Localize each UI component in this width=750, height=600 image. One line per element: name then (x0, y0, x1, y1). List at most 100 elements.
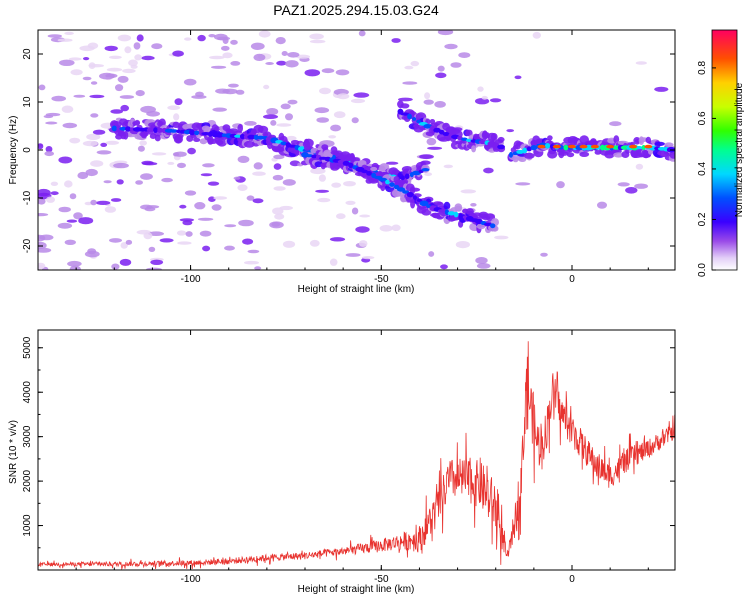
spectrogram-cell (148, 246, 156, 252)
spectrogram-cell (416, 198, 423, 202)
spectrogram-cell (141, 55, 155, 61)
spectrogram-cell (345, 253, 361, 257)
spectrogram-cell (466, 138, 472, 142)
spectrogram-cell (330, 124, 342, 132)
colorbar-tick-label: 0.4 (697, 162, 708, 176)
spectrogram-cell (212, 107, 227, 112)
spectrogram-cell (634, 183, 648, 189)
spectrogram-cell (146, 267, 162, 270)
spectrogram-cell (146, 111, 161, 117)
spectrogram-cell (276, 60, 287, 66)
spectrogram-cell (309, 33, 324, 40)
spectrogram-cell (137, 127, 146, 132)
snr-x-label: Height of straight line (km) (298, 584, 415, 595)
spectrogram-cell (38, 84, 46, 91)
y-tick-label: -20 (22, 238, 33, 253)
spectrogram-cell (140, 173, 153, 180)
spectrogram-cell (82, 76, 92, 81)
spectrogram-cell (435, 72, 447, 79)
spectrogram-cell (184, 190, 197, 196)
y-tick-label: 10 (22, 96, 33, 108)
spectrogram-cell (172, 50, 184, 57)
spectrogram-cell (202, 245, 211, 252)
spectrogram-cell (330, 150, 339, 155)
spectrogram-cell (159, 238, 174, 243)
spectrogram-cell (230, 61, 241, 66)
spectrogram-cell (68, 57, 82, 61)
spectrogram-cell (143, 232, 153, 240)
spectrogram-cell (228, 83, 239, 88)
spectrogram-cell (247, 249, 260, 254)
spectrogram-cell (273, 163, 282, 170)
spectrogram-cell (590, 144, 599, 149)
spectrogram-cell (545, 143, 551, 149)
spectrogram-cell (271, 222, 281, 227)
spectrogram-cell (475, 257, 488, 264)
spectrogram-cell (406, 191, 414, 198)
spectrogram-cell (92, 129, 106, 135)
spectrogram-cell (287, 52, 300, 58)
spectrogram-cell (151, 43, 163, 50)
spectrogram-cell (86, 133, 101, 141)
spectrogram-cell (66, 219, 78, 223)
spectrogram-cell (336, 93, 350, 100)
spectrogram-cell (398, 97, 413, 102)
spectrogram-cell (669, 151, 675, 159)
spectrogram-cell (424, 92, 431, 100)
colorbar-label: Normalized spectral amplitude (734, 82, 745, 217)
spectrogram-cell (133, 42, 141, 50)
spectrogram-cell (117, 34, 132, 42)
spectrogram-cell (537, 144, 546, 149)
spectrogram-cell (358, 240, 368, 247)
spectrogram-cell (50, 181, 59, 186)
spectrogram-cell (61, 105, 74, 113)
spectrogram-cell (309, 239, 320, 247)
spectrogram-cell (176, 230, 187, 236)
spectrogram-cell (253, 134, 259, 140)
spectrogram-cell (481, 95, 488, 100)
spectrogram-x-label: Height of straight line (km) (298, 284, 415, 295)
spectrogram-cell (304, 69, 321, 77)
spectrogram-cell (443, 201, 451, 210)
spectrogram-cell (470, 203, 477, 207)
spectrogram-cell (67, 260, 82, 267)
spectrogram-cell (532, 31, 541, 39)
snr-panel: -100 -50 0 1000 2000 3000 4000 5000 Height of … (8, 329, 676, 595)
spectrogram-cell (247, 134, 256, 140)
spectrogram-cell (57, 222, 73, 229)
spectrogram-cell (416, 119, 422, 124)
spectrogram-cell (258, 30, 271, 38)
y-tick-label: 20 (22, 48, 33, 60)
spectrogram-cell (442, 132, 450, 136)
spectrogram-cell (90, 199, 97, 206)
spectrogram-cell (333, 111, 346, 119)
spectrogram-cell (523, 152, 535, 159)
spectrogram-cell (419, 200, 429, 207)
spectrogram-cell (64, 31, 74, 35)
spectrogram-cell (286, 135, 297, 141)
spectrogram-cell (263, 114, 278, 119)
spectrogram-cell (454, 203, 463, 211)
spectrogram-cell (644, 144, 653, 149)
spectrogram-cell (157, 127, 163, 133)
spectrogram-cell (455, 241, 470, 249)
spectrogram-cell (85, 168, 98, 177)
spectrogram-cell (568, 144, 576, 149)
spectrogram-cell (167, 105, 181, 110)
x-tick-label: 0 (569, 274, 575, 285)
spectrogram-cell (174, 98, 183, 106)
spectrogram-cell (303, 144, 311, 151)
x-tick-label: -100 (181, 274, 201, 285)
spectrogram-cell (151, 152, 167, 156)
spectrogram-cell (179, 218, 195, 222)
spectrogram-cell (224, 245, 235, 251)
spectrogram-cell (113, 162, 129, 169)
spectrogram-cell (110, 198, 122, 202)
spectrogram-cell (424, 172, 432, 177)
spectrogram-cell (402, 81, 418, 85)
x-tick-label: -100 (181, 574, 201, 585)
spectrogram-cell (215, 132, 225, 138)
spectrogram-cell (90, 160, 104, 167)
spectrogram-cell (654, 86, 669, 92)
